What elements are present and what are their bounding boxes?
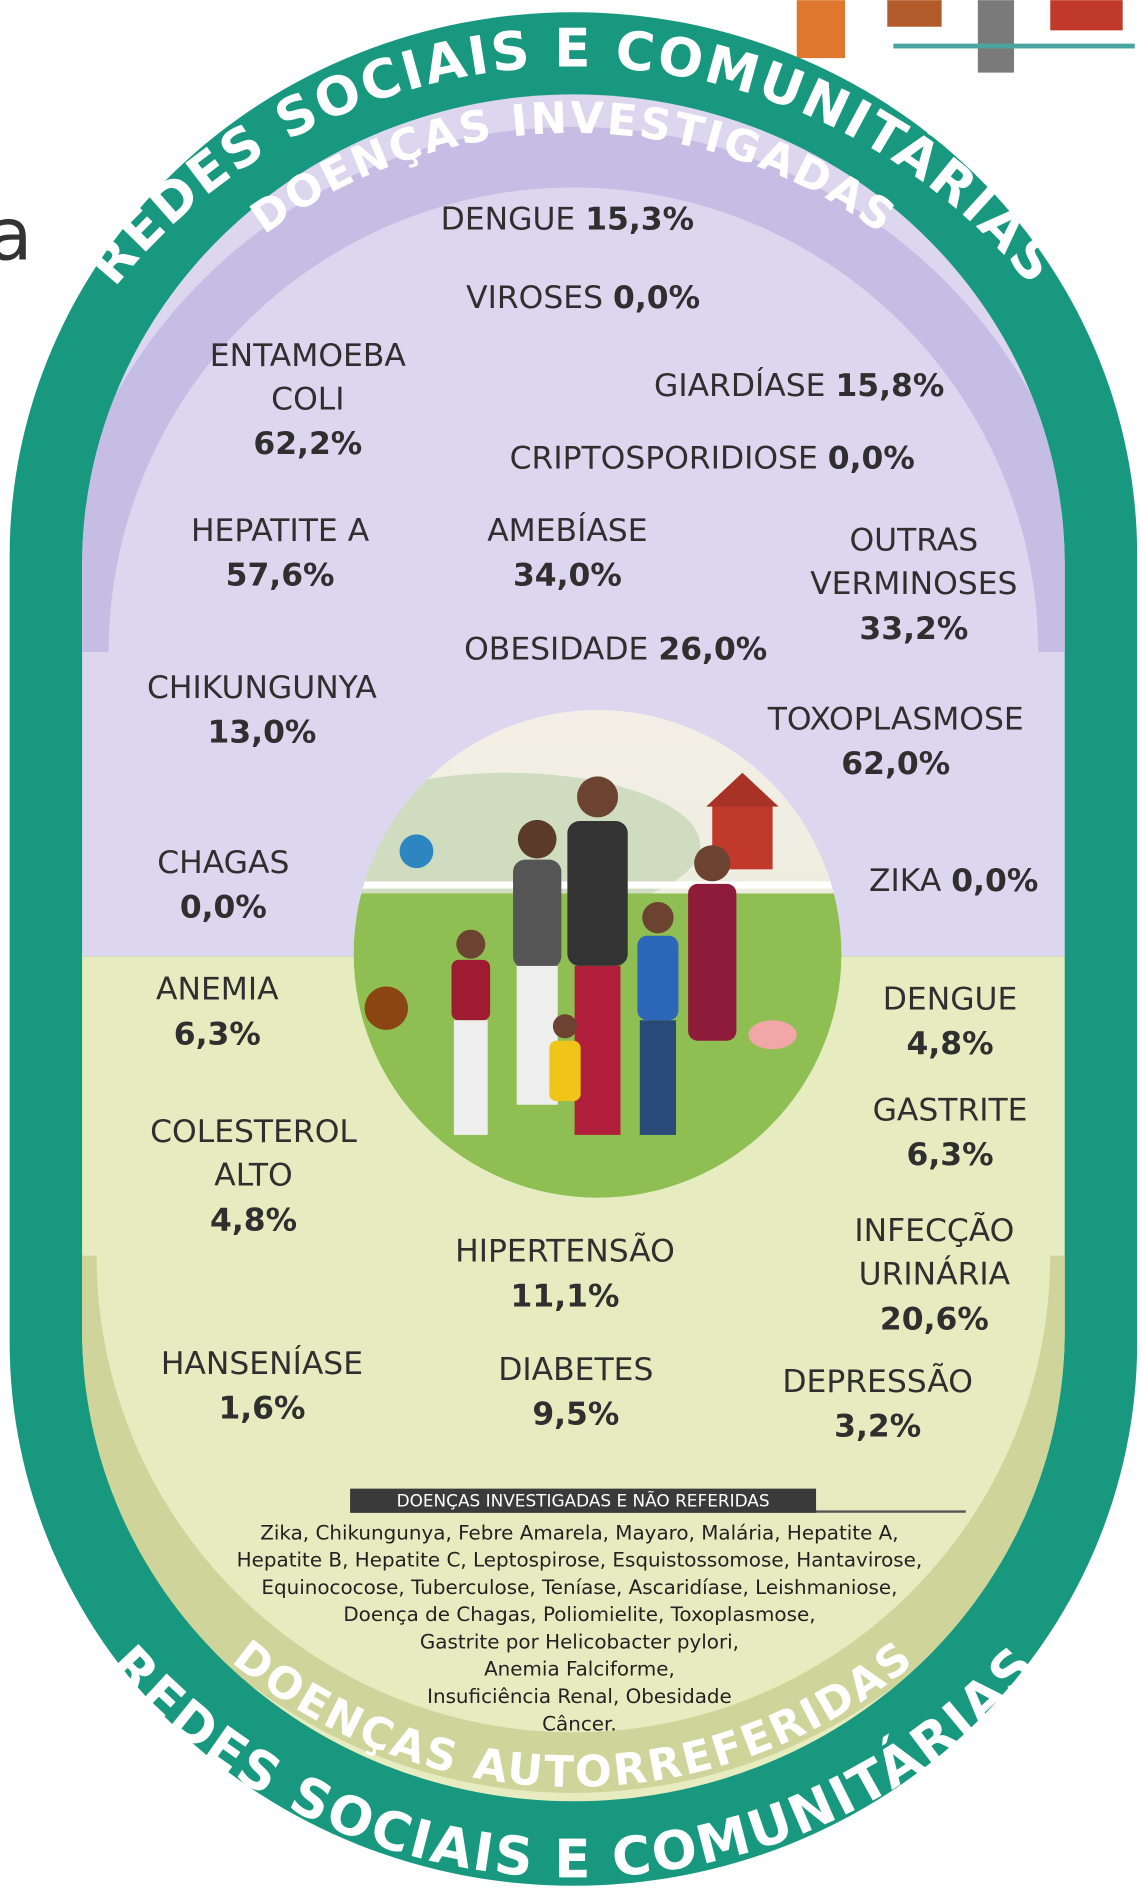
disease-name: VIROSES <box>466 280 603 316</box>
disease-item: ENTAMOEBA COLI 62,2% <box>210 338 407 462</box>
disease-item: HANSENÍASE 1,6% <box>161 1344 363 1427</box>
disease-item: HIPERTENSÃO 11,1% <box>455 1232 675 1315</box>
disease-item: OUTRAS VERMINOSES 33,2% <box>810 523 1017 647</box>
disease-name: DEPRESSÃO <box>782 1362 973 1400</box>
not-reported-line: Insuficiência Renal, Obesidade <box>427 1685 732 1708</box>
disease-value: 33,2% <box>859 611 968 647</box>
disease-name: URINÁRIA <box>859 1255 1011 1293</box>
disease-item: GASTRITE 6,3% <box>873 1092 1028 1173</box>
disease-name: CRIPTOSPORIDIOSE <box>510 441 818 477</box>
inner-area <box>82 94 1065 1802</box>
disease-value: 4,8% <box>907 1026 994 1062</box>
disease-item: TOXOPLASMOSE 62,0% <box>767 701 1024 782</box>
disease-item: ZIKA 0,0% <box>869 863 1038 899</box>
not-reported-title: DOENÇAS INVESTIGADAS E NÃO REFERIDAS <box>397 1490 770 1511</box>
disease-item: INFECÇÃO URINÁRIA 20,6% <box>854 1211 1014 1337</box>
disease-name: OUTRAS <box>849 523 978 559</box>
disease-value: 0,0% <box>613 280 700 316</box>
items: DENGUE 15,3% VIROSES 0,0% ENTAMOEBA COLI 62,… <box>147 202 1038 1736</box>
disease-name: COLI <box>271 381 344 417</box>
cut-text: a <box>0 194 32 278</box>
disease-item: CHAGAS 0,0% <box>157 845 289 926</box>
disease-name: CHAGAS <box>157 845 289 881</box>
disease-value: 0,0% <box>180 890 267 926</box>
disease-value: 13,0% <box>208 715 317 751</box>
disease-item: AMEBÍASE 34,0% <box>487 511 647 594</box>
disease-name: HEPATITE A <box>191 513 370 549</box>
not-reported-line: Câncer. <box>542 1712 617 1735</box>
disease-name: CHIKUNGUNYA <box>147 670 377 706</box>
not-reported-line: Zika, Chikungunya, Febre Amarela, Mayaro… <box>260 1521 898 1544</box>
not-reported-line: Doença de Chagas, Poliomielite, Toxoplas… <box>343 1603 815 1626</box>
disease-value: 26,0% <box>658 631 767 667</box>
disease-value: 1,6% <box>218 1391 305 1427</box>
disease-item: DIABETES 9,5% <box>498 1352 653 1433</box>
disease-name: COLESTEROL <box>150 1114 357 1150</box>
disease-value: 3,2% <box>834 1409 921 1445</box>
disease-value: 15,3% <box>585 202 694 238</box>
disease-item: DENGUE 15,3% <box>441 202 694 238</box>
disease-name: ANEMIA <box>156 972 279 1008</box>
disease-name: INFECÇÃO <box>854 1211 1014 1249</box>
disease-value: 0,0% <box>951 863 1038 899</box>
disease-item: GIARDÍASE 15,8% <box>654 366 944 404</box>
disease-value: 57,6% <box>226 558 335 594</box>
disease-name: DENGUE <box>441 202 576 238</box>
disease-value: 62,0% <box>841 746 950 782</box>
disease-item: CHIKUNGUNYA 13,0% <box>147 670 377 751</box>
disease-name: HANSENÍASE <box>161 1344 363 1382</box>
disease-value: 20,6% <box>880 1301 989 1337</box>
disease-name: OBESIDADE <box>464 631 648 667</box>
disease-name: TOXOPLASMOSE <box>767 701 1024 737</box>
disease-item: VIROSES 0,0% <box>466 280 700 316</box>
disease-item: DEPRESSÃO 3,2% <box>782 1362 973 1445</box>
disease-value: 34,0% <box>513 558 622 594</box>
not-reported-line: Gastrite por Helicobacter pylori, <box>420 1630 739 1653</box>
disease-item: HEPATITE A 57,6% <box>191 513 370 594</box>
disease-item: CRIPTOSPORIDIOSE 0,0% <box>510 441 915 477</box>
disease-value: 11,1% <box>511 1278 620 1314</box>
disease-item: DENGUE 4,8% <box>883 981 1018 1062</box>
disease-name: DENGUE <box>883 981 1018 1017</box>
disease-name: ALTO <box>214 1158 292 1194</box>
disease-name: ZIKA <box>869 863 942 899</box>
disease-value: 6,3% <box>174 1016 261 1052</box>
disease-name: AMEBÍASE <box>487 511 647 549</box>
disease-value: 9,5% <box>532 1397 619 1433</box>
disease-name: HIPERTENSÃO <box>455 1232 675 1270</box>
decor-people <box>796 0 1135 73</box>
disease-item: ANEMIA 6,3% <box>156 972 279 1053</box>
disease-item: OBESIDADE 26,0% <box>464 631 767 667</box>
disease-value: 4,8% <box>210 1202 297 1238</box>
disease-name: VERMINOSES <box>810 566 1017 602</box>
not-reported-line: Anemia Falciforme, <box>484 1658 675 1681</box>
disease-name: GASTRITE <box>873 1092 1028 1128</box>
disease-value: 6,3% <box>907 1137 994 1173</box>
not-reported-line: Hepatite B, Hepatite C, Leptospirose, Es… <box>237 1549 923 1572</box>
disease-item: COLESTEROL ALTO 4,8% <box>150 1114 357 1238</box>
not-reported-line: Equinococose, Tuberculose, Teníase, Asca… <box>261 1576 897 1599</box>
disease-name: ENTAMOEBA <box>210 338 407 374</box>
disease-name: DIABETES <box>498 1352 653 1388</box>
disease-name: GIARDÍASE <box>654 366 825 404</box>
disease-value: 62,2% <box>253 426 362 462</box>
label-box <box>350 1488 817 1513</box>
disease-value: 0,0% <box>828 441 915 477</box>
disease-value: 15,8% <box>835 368 944 404</box>
